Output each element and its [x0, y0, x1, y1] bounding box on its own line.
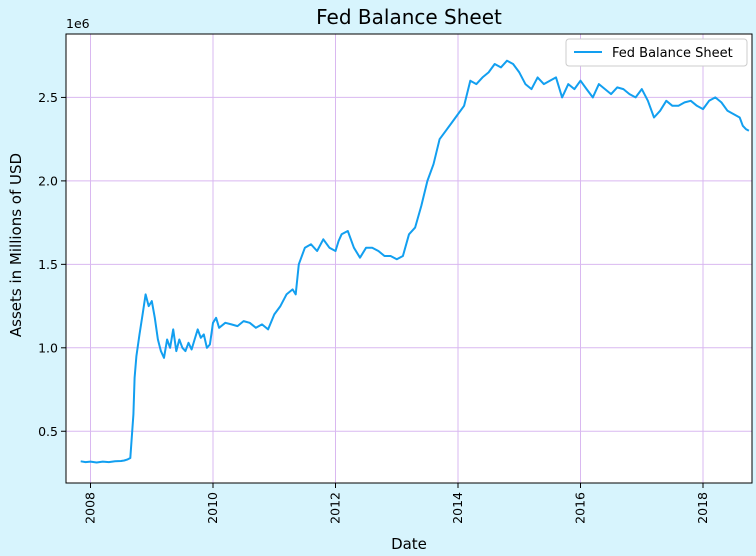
y-axis: 0.5 1.0 1.5 2.0 2.5 — [38, 90, 66, 439]
x-tick-label: 2012 — [328, 492, 343, 524]
x-tick-label: 2008 — [83, 492, 98, 524]
x-tick-label: 2014 — [450, 492, 465, 524]
plot-area — [66, 34, 752, 483]
x-tick-label: 2016 — [573, 492, 588, 524]
y-tick-label: 2.5 — [38, 90, 58, 105]
y-tick-label: 0.5 — [38, 424, 58, 439]
x-tick-label: 2018 — [695, 492, 710, 524]
y-tick-label: 1.0 — [38, 340, 58, 355]
plot-frame — [65, 33, 753, 484]
grid — [66, 34, 752, 483]
y-offset-label: 1e6 — [66, 16, 90, 31]
legend: Fed Balance Sheet — [565, 38, 748, 67]
x-axis: 2008 2010 2012 2014 2016 2018 — [83, 483, 710, 524]
chart-title: Fed Balance Sheet — [316, 5, 502, 29]
x-tick-label: 2010 — [205, 492, 220, 524]
y-tick-label: 1.5 — [38, 257, 58, 272]
y-tick-label: 2.0 — [38, 173, 58, 188]
legend-label: Fed Balance Sheet — [612, 46, 733, 61]
series-line-fed-balance-sheet — [80, 59, 750, 464]
x-axis-label: Date — [391, 535, 427, 553]
legend-box — [565, 38, 748, 67]
y-axis-label: Assets in Millions of USD — [7, 153, 25, 337]
